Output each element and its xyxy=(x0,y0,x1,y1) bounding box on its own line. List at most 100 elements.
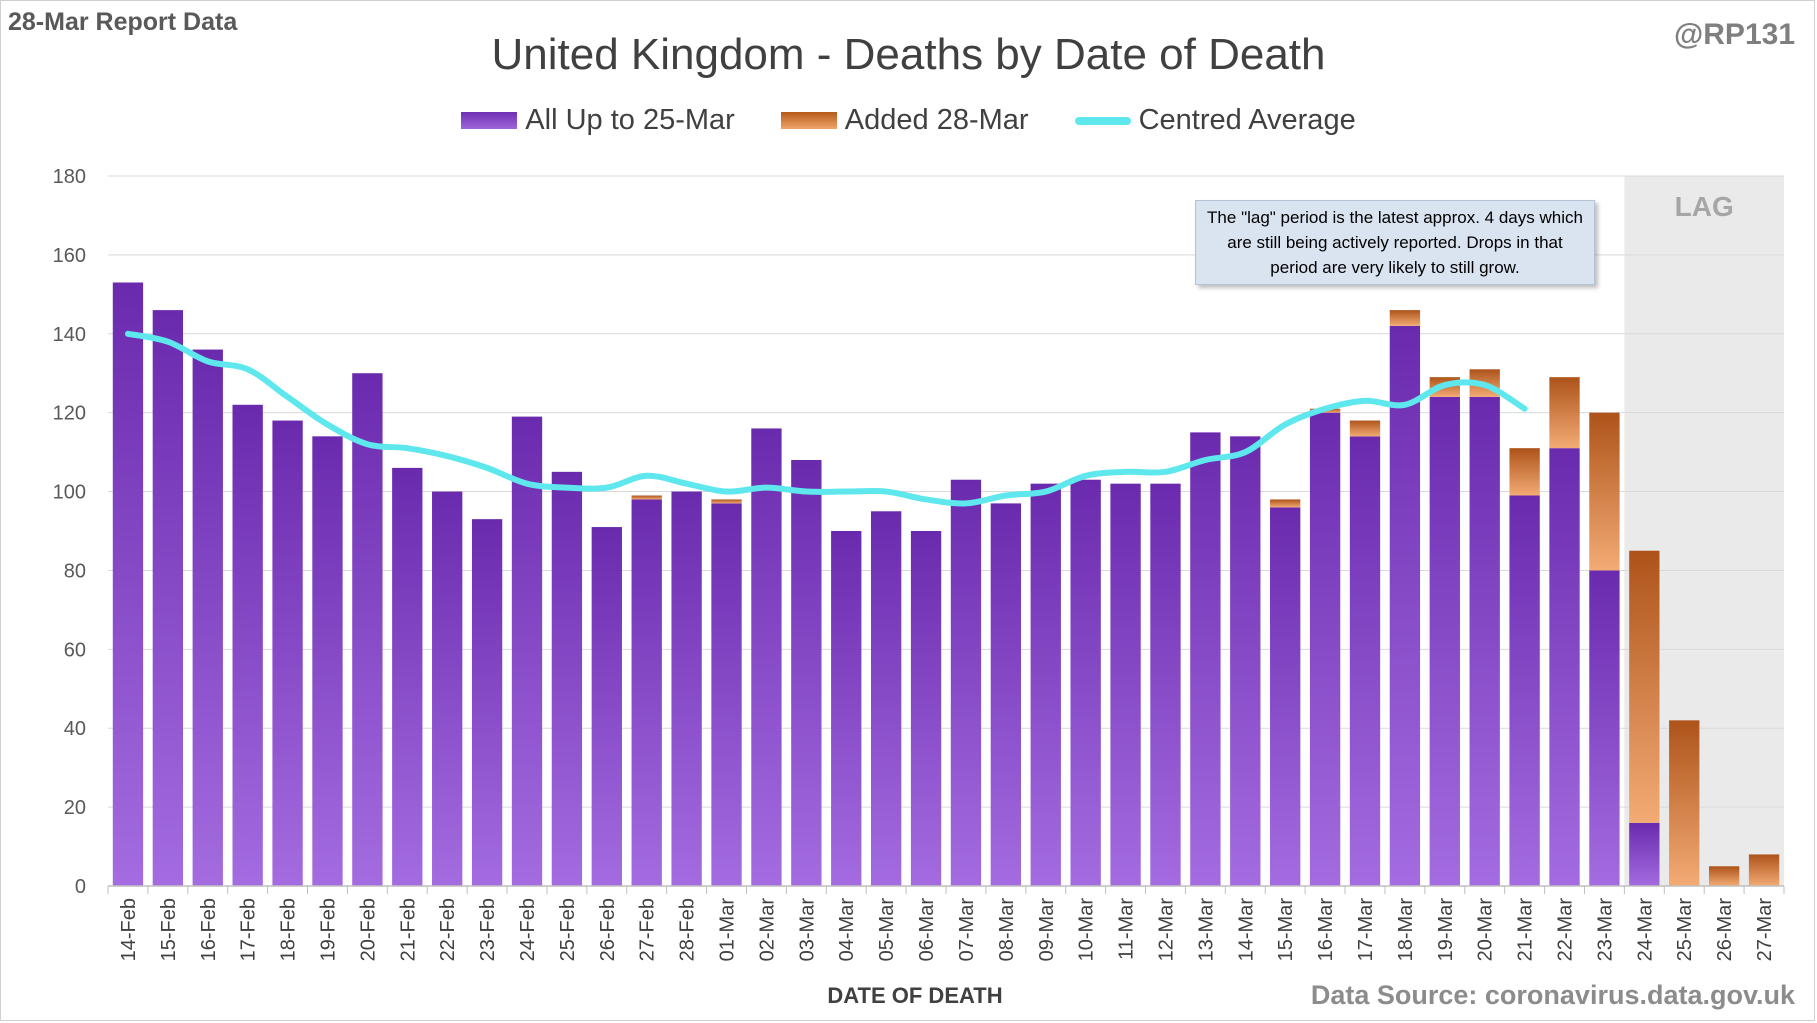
x-tick-label: 16-Feb xyxy=(198,898,220,961)
bar-base xyxy=(112,282,144,886)
lag-explanation-note: The "lag" period is the latest approx. 4… xyxy=(1195,200,1595,285)
x-tick-label: 24-Mar xyxy=(1634,898,1656,962)
bar-base xyxy=(631,499,662,886)
bar-base xyxy=(1030,483,1061,886)
x-tick-label: 27-Feb xyxy=(637,898,659,961)
legend-label-average: Centred Average xyxy=(1138,104,1356,136)
x-tick-label: 19-Feb xyxy=(317,898,339,961)
x-tick-label: 25-Feb xyxy=(557,898,579,961)
x-tick-label: 01-Mar xyxy=(717,898,739,962)
x-tick-label: 04-Mar xyxy=(836,898,858,962)
x-tick-label: 14-Mar xyxy=(1235,898,1257,962)
bar-base xyxy=(1190,432,1221,886)
x-tick-label: 23-Feb xyxy=(477,898,499,961)
x-tick-label: 09-Mar xyxy=(1036,898,1058,962)
legend-swatch-average xyxy=(1074,116,1131,125)
x-tick-label: 02-Mar xyxy=(756,898,778,962)
x-tick-label: 26-Mar xyxy=(1714,898,1736,962)
bar-added xyxy=(1270,499,1301,508)
bar-base xyxy=(432,491,463,886)
y-tick-label: 100 xyxy=(53,482,86,504)
x-tick-label: 21-Feb xyxy=(397,898,419,961)
bar-added xyxy=(1389,310,1421,326)
bar-base xyxy=(1389,325,1421,886)
y-tick-label: 60 xyxy=(64,639,86,661)
chart-legend: All Up to 25-Mar Added 28-Mar Centred Av… xyxy=(0,104,1817,137)
bar-base xyxy=(671,491,702,886)
bar-base xyxy=(551,471,583,886)
bar-base xyxy=(511,416,543,886)
x-tick-label: 10-Mar xyxy=(1076,898,1098,962)
bar-added xyxy=(1748,854,1780,886)
bar-base xyxy=(1270,507,1301,886)
bar-added xyxy=(1708,866,1740,886)
bar-base xyxy=(1070,479,1101,886)
x-tick-label: 17-Mar xyxy=(1355,898,1377,962)
bar-base xyxy=(1429,396,1460,886)
bar-added xyxy=(1629,550,1660,823)
x-tick-label: 20-Feb xyxy=(357,898,379,961)
bar-base xyxy=(1349,436,1381,886)
legend-swatch-added xyxy=(780,112,837,129)
legend-label-base: All Up to 25-Mar xyxy=(525,104,735,136)
x-tick-label: 20-Mar xyxy=(1475,898,1497,962)
x-tick-label: 21-Mar xyxy=(1515,898,1537,962)
x-tick-label: 16-Mar xyxy=(1315,898,1337,962)
bar-added xyxy=(711,499,742,504)
x-tick-label: 13-Mar xyxy=(1195,898,1217,962)
report-label: 28-Mar Report Data xyxy=(8,8,238,36)
y-tick-label: 160 xyxy=(53,245,86,267)
legend-item-base: All Up to 25-Mar xyxy=(461,104,735,137)
lag-label: LAG xyxy=(1675,191,1734,222)
author-handle: @RP131 xyxy=(1674,18,1795,51)
bar-base xyxy=(1309,412,1341,886)
bar-base xyxy=(791,460,822,886)
x-tick-label: 17-Feb xyxy=(238,898,260,961)
x-tick-label: 06-Mar xyxy=(916,898,938,962)
bar-base xyxy=(910,531,942,886)
bar-base xyxy=(990,503,1022,886)
x-tick-label: 08-Mar xyxy=(996,898,1018,962)
bar-base xyxy=(1589,570,1620,886)
x-tick-label: 11-Mar xyxy=(1116,898,1138,960)
x-tick-label: 15-Feb xyxy=(158,898,180,961)
average-line xyxy=(124,330,1528,507)
bar-added xyxy=(1669,720,1700,886)
bar-base xyxy=(392,467,423,886)
bar-base xyxy=(312,436,343,886)
legend-swatch-base xyxy=(461,112,518,129)
legend-item-average: Centred Average xyxy=(1074,104,1356,137)
bar-base xyxy=(1230,436,1261,886)
bar-base xyxy=(152,310,184,887)
x-tick-label: 26-Feb xyxy=(597,898,619,961)
x-tick-label: 07-Mar xyxy=(956,898,978,962)
x-tick-label: 14-Feb xyxy=(118,898,140,961)
x-tick-label: 05-Mar xyxy=(876,898,898,962)
bar-base xyxy=(950,479,982,886)
x-tick-label: 27-Mar xyxy=(1754,898,1776,962)
bar-base xyxy=(1629,822,1660,886)
bar-base xyxy=(831,531,862,886)
bar-added xyxy=(631,495,662,500)
bar-base xyxy=(192,349,223,886)
x-tick-label: 22-Feb xyxy=(437,898,459,961)
bar-added xyxy=(1589,412,1620,571)
bar-added xyxy=(1549,377,1580,449)
bar-base xyxy=(232,404,263,886)
legend-label-added: Added 28-Mar xyxy=(844,104,1029,136)
bar-base xyxy=(751,428,782,886)
x-tick-label: 19-Mar xyxy=(1435,898,1457,962)
bar-base xyxy=(272,420,303,886)
y-tick-label: 20 xyxy=(64,797,86,819)
bar-base xyxy=(870,511,902,886)
legend-item-added: Added 28-Mar xyxy=(780,104,1029,137)
x-tick-label: 03-Mar xyxy=(796,898,818,962)
x-tick-label: 25-Mar xyxy=(1674,898,1696,962)
bar-base xyxy=(1509,495,1540,886)
x-tick-label: 15-Mar xyxy=(1275,898,1297,962)
y-tick-label: 40 xyxy=(64,718,86,740)
x-tick-label: 22-Mar xyxy=(1555,898,1577,962)
y-tick-label: 180 xyxy=(53,166,86,188)
